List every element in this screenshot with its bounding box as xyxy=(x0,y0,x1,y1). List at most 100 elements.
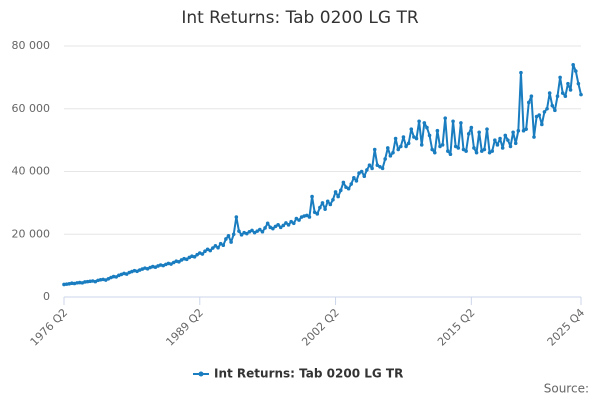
point xyxy=(477,130,481,135)
point xyxy=(542,110,547,114)
source: Source: xyxy=(544,382,589,396)
point xyxy=(399,144,403,149)
point xyxy=(346,186,351,191)
x-tick-label: 2025 Q4 xyxy=(545,306,588,349)
point xyxy=(77,280,82,285)
point xyxy=(482,147,487,152)
point xyxy=(344,185,348,189)
point xyxy=(338,188,343,193)
legend-label: Int Returns: Tab 0200 LG TR xyxy=(214,367,403,381)
point xyxy=(312,210,317,215)
point xyxy=(114,275,119,279)
point xyxy=(547,91,552,95)
point xyxy=(521,128,526,133)
point xyxy=(545,106,549,111)
point xyxy=(315,212,320,216)
point xyxy=(448,152,453,157)
point xyxy=(328,202,333,207)
point xyxy=(111,274,116,279)
point xyxy=(263,226,267,230)
point xyxy=(479,149,484,153)
x-tick-label: 2015 Q2 xyxy=(435,306,478,349)
point xyxy=(239,233,244,237)
point xyxy=(216,245,220,250)
point xyxy=(427,133,432,138)
point xyxy=(396,147,401,152)
point xyxy=(391,150,395,155)
point xyxy=(234,215,239,219)
point xyxy=(459,121,463,125)
point xyxy=(294,216,299,221)
point xyxy=(453,144,458,149)
point xyxy=(255,229,260,233)
series-line xyxy=(63,63,582,286)
point xyxy=(195,252,199,257)
point xyxy=(372,147,377,152)
point xyxy=(169,262,173,266)
point xyxy=(571,63,575,67)
point xyxy=(540,122,544,127)
point xyxy=(375,163,380,168)
point xyxy=(70,281,74,285)
point xyxy=(244,231,249,236)
point xyxy=(380,166,385,171)
point xyxy=(464,149,468,153)
point xyxy=(370,166,374,171)
point xyxy=(291,221,296,226)
point xyxy=(461,147,466,152)
point xyxy=(500,146,505,150)
point xyxy=(211,246,215,250)
point xyxy=(367,163,372,168)
point xyxy=(359,169,364,174)
point xyxy=(281,223,286,228)
point xyxy=(83,280,87,284)
point xyxy=(260,229,265,234)
point xyxy=(560,91,565,95)
point xyxy=(579,92,583,97)
point xyxy=(425,125,429,130)
point xyxy=(438,144,442,149)
point xyxy=(412,135,416,139)
point xyxy=(221,243,226,248)
point xyxy=(357,171,361,175)
point xyxy=(532,135,536,139)
point xyxy=(550,103,555,108)
point xyxy=(224,237,228,241)
point xyxy=(401,135,406,139)
point xyxy=(64,282,69,286)
point xyxy=(124,272,129,276)
point xyxy=(192,255,197,259)
point xyxy=(414,136,419,141)
point xyxy=(98,277,103,282)
point xyxy=(258,227,262,232)
point xyxy=(493,138,497,142)
point xyxy=(451,119,455,124)
point xyxy=(213,244,218,248)
x-tick-label: 1976 Q2 xyxy=(28,306,71,349)
point xyxy=(474,150,479,155)
point xyxy=(286,223,291,227)
point xyxy=(331,197,335,202)
point xyxy=(490,149,495,153)
point xyxy=(503,133,508,138)
point xyxy=(519,70,523,75)
point xyxy=(336,194,340,199)
point xyxy=(333,190,338,194)
point xyxy=(566,81,570,86)
point xyxy=(208,248,213,253)
y-tick-label: 0 xyxy=(43,290,50,303)
point xyxy=(265,221,270,226)
y-tick-label: 80 000 xyxy=(12,39,51,52)
point xyxy=(341,180,346,185)
point xyxy=(419,143,424,147)
point xyxy=(526,100,531,105)
point xyxy=(231,232,236,237)
point xyxy=(553,108,557,113)
point xyxy=(177,260,181,264)
point xyxy=(273,224,278,229)
point xyxy=(537,113,542,117)
point xyxy=(555,94,560,98)
point xyxy=(409,127,414,131)
